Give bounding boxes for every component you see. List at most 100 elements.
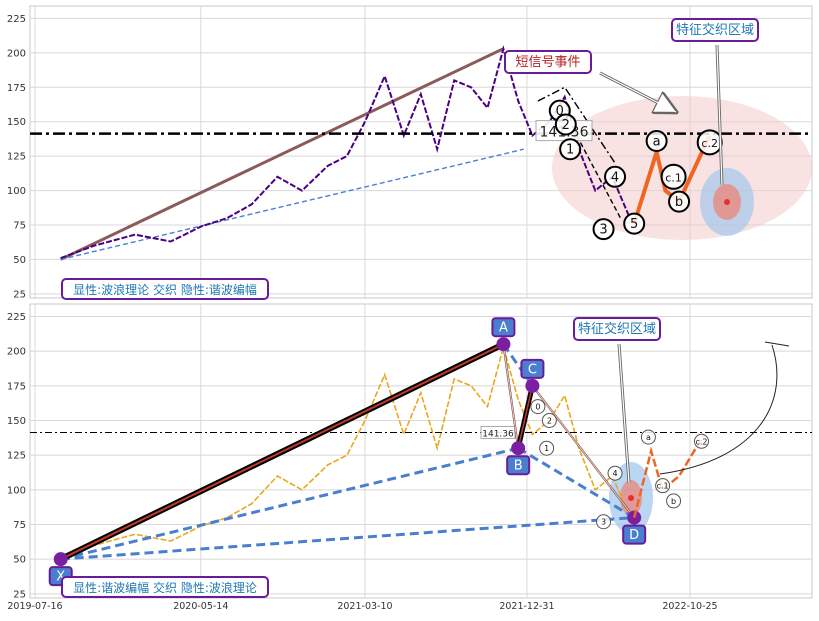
wave-label: 3 — [601, 518, 606, 527]
feature-zone-annotation-bottom: 特征交织区域 — [573, 317, 661, 484]
wave-label: b — [675, 195, 683, 210]
wave-label: c.1 — [665, 171, 682, 184]
harmonic-label: A — [499, 321, 508, 336]
bottom-projection — [632, 433, 706, 518]
y-tick-label: 75 — [13, 221, 26, 232]
harmonic-leg-XA — [60, 343, 504, 561]
y-tick-label: 175 — [7, 381, 26, 392]
y-tick-label: 100 — [7, 186, 26, 197]
harmonic-point-X — [53, 552, 68, 567]
harmonic-label: D — [629, 528, 639, 543]
y-tick-label: 125 — [7, 451, 26, 462]
bottom-plot-frame — [29, 303, 813, 599]
wave-point-2 — [541, 412, 557, 428]
harmonic-badge — [491, 317, 516, 338]
harmonic-leg-XD — [60, 516, 635, 561]
harmonic-badge — [622, 524, 647, 545]
y-tick-label: 200 — [7, 347, 26, 358]
y-tick-label: 150 — [7, 117, 26, 128]
wave-label: a — [646, 433, 651, 442]
wave-point-b — [666, 493, 682, 509]
harmonic-leg-AC — [502, 343, 534, 387]
wave-point-3 — [596, 514, 612, 530]
top-wave-labels: 02 1 3 4 5 a b c.1 c.2 — [548, 99, 723, 241]
wave-point-b — [668, 190, 691, 213]
y-tick-label: 125 — [7, 152, 26, 163]
y-tick-label: 25 — [13, 589, 26, 600]
wave-point-0 — [530, 399, 546, 415]
x-tick-label: 2021-03-10 — [337, 601, 392, 612]
wave-point-4 — [604, 165, 627, 188]
wave-point-5 — [623, 212, 646, 235]
y-tick-label: 225 — [7, 312, 26, 323]
projection-path — [632, 433, 706, 518]
harmonic-leg-CD — [531, 385, 635, 518]
wave-label: b — [671, 497, 676, 506]
y-tick-label: 225 — [7, 14, 26, 25]
trend-line — [60, 47, 505, 261]
y-tick-label: 75 — [13, 520, 26, 531]
wave-point-3 — [592, 218, 615, 241]
wave-label: 2 — [562, 118, 570, 133]
bottom-y-axis: 25 50 75 100 125 150 175 200 225 — [7, 312, 26, 600]
x-tick-label: 2020-05-14 — [173, 601, 228, 612]
feature-zone-annotation-top: 特征交织区域 — [671, 18, 759, 186]
x-tick-label: 2019-07-16 — [7, 601, 62, 612]
wave-label: 4 — [612, 469, 617, 478]
bottom-feature-zone-center — [628, 495, 634, 501]
top-legend-text: 显性:波浪理论 交织 隐性:谐波编幅 — [73, 282, 257, 297]
top-feature-zone-center — [724, 199, 730, 205]
y-tick-label: 25 — [13, 289, 26, 300]
feature-zone-text-bottom: 特征交织区域 — [578, 321, 656, 337]
harmonic-point-C — [525, 378, 540, 393]
wave-label: 1 — [544, 444, 549, 453]
bottom-legend-box: 显性:谐波编幅 交织 隐性:波浪理论 — [61, 576, 269, 598]
wave-point-a — [645, 129, 668, 152]
harmonic-label: X — [56, 570, 65, 585]
wave-point-1 — [559, 138, 582, 161]
wave-point-c.1 — [655, 478, 671, 494]
y-tick-label: 50 — [13, 255, 26, 266]
x-tick-label: 2022-10-25 — [662, 601, 717, 612]
wave-point-4 — [607, 465, 623, 481]
wave-label: 0 — [535, 403, 540, 412]
bottom-reference-line: 141.36 — [30, 425, 812, 439]
short-signal-annotation: 短信号事件 — [504, 50, 676, 112]
harmonic-label: C — [528, 362, 537, 377]
wave-label: 3 — [599, 223, 607, 238]
wave-label: c.2 — [695, 437, 707, 446]
feature-zone-text-top: 特征交织区域 — [676, 22, 754, 38]
wave-point-2 — [554, 113, 577, 136]
bottom-connector-cap — [764, 341, 790, 347]
trend-line — [60, 148, 524, 261]
harmonic-badge — [506, 455, 531, 476]
harmonic-badge — [520, 358, 545, 379]
bottom-x-axis: 2019-07-16 2020-05-14 2021-03-10 2021-12-31… — [7, 601, 717, 612]
y-tick-label: 100 — [7, 485, 26, 496]
harmonic-pattern: X A B C D — [48, 317, 647, 587]
harmonic-leg-AB — [502, 344, 519, 449]
top-legend-box: 显性:波浪理论 交织 隐性:谐波编幅 — [61, 278, 269, 300]
bottom-legend-text: 显性:谐波编幅 交织 隐性:波浪理论 — [73, 580, 257, 595]
wave-label: c.2 — [701, 137, 718, 150]
bottom-panel: 25 50 75 100 125 150 175 200 225 2019-07-16 2020-… — [7, 303, 813, 612]
harmonic-leg-XB — [60, 446, 519, 561]
bottom-curved-connector — [659, 344, 778, 475]
wave-point-1 — [539, 440, 555, 456]
top-trend-lines — [60, 47, 622, 261]
y-tick-label: 200 — [7, 48, 26, 59]
harmonic-point-A — [496, 337, 511, 352]
reference-label: 141.36 — [482, 429, 514, 439]
y-tick-label: 150 — [7, 416, 26, 427]
wave-label: 0 — [556, 104, 564, 119]
harmonic-leg-BD — [517, 446, 635, 519]
wave-label: 4 — [611, 170, 619, 185]
wave-label: 5 — [630, 217, 638, 232]
wave-label: a — [653, 134, 661, 149]
wave-label: 2 — [547, 416, 552, 425]
top-projection — [632, 134, 712, 225]
projection-path — [632, 134, 712, 225]
